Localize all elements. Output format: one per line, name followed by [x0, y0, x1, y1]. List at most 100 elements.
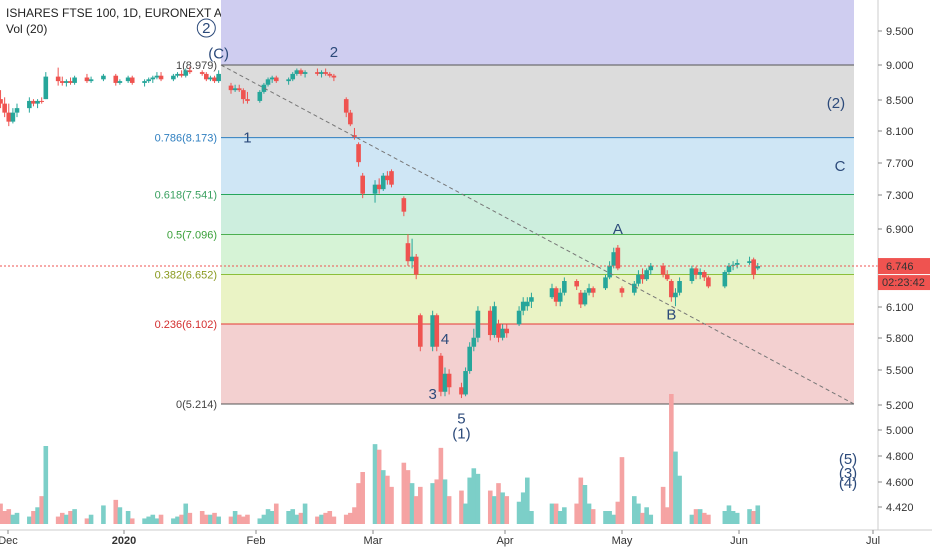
- volume-bar: [216, 516, 221, 524]
- y-tick-label: 6.900: [886, 224, 914, 236]
- volume-bar: [236, 514, 242, 524]
- volume-bar: [27, 516, 32, 524]
- candle-body: [463, 371, 468, 395]
- volume-bar: [747, 509, 752, 524]
- candle-body: [269, 77, 275, 80]
- candle-body: [701, 272, 707, 278]
- price-tag-value: 6.746: [886, 261, 914, 273]
- candle-body: [294, 70, 300, 74]
- volume-bar: [302, 503, 308, 524]
- chart-title: ISHARES FTSE 100, 1D, EURONEXT AMSTERDAM: [6, 6, 291, 20]
- y-tick-label: 5.200: [886, 400, 914, 412]
- candle-body: [286, 79, 291, 82]
- wave-label: 4: [441, 331, 449, 348]
- volume-bar: [187, 512, 193, 524]
- x-tick-label: 2020: [112, 535, 136, 547]
- wave-label: 3: [428, 386, 436, 403]
- candle-body: [660, 265, 666, 275]
- volume-bar: [175, 516, 180, 524]
- wave-circle-marker: [196, 18, 216, 38]
- candle-body: [204, 73, 209, 80]
- x-tick-label: Jul: [866, 535, 880, 547]
- volume-bar: [582, 485, 588, 524]
- candle-body: [125, 77, 131, 82]
- candle-body: [755, 266, 761, 269]
- volume-bar: [475, 473, 481, 524]
- volume-bar: [504, 496, 510, 524]
- candle-body: [553, 288, 559, 302]
- volume-bar: [183, 503, 189, 524]
- volume-bar: [615, 501, 621, 524]
- volume-bar: [689, 514, 695, 524]
- fib-level-label: 1(8.979): [176, 60, 217, 72]
- candle-body: [331, 75, 337, 78]
- volume-bar: [101, 505, 106, 524]
- candle-body: [64, 81, 69, 83]
- volume-bar: [55, 516, 61, 524]
- y-tick-label: 9.500: [886, 26, 914, 38]
- y-tick-label: 4.800: [886, 451, 914, 463]
- volume-bar: [68, 511, 73, 524]
- candle-body: [101, 75, 106, 80]
- fib-level-label: 0.618(7.541): [155, 189, 217, 201]
- wave-label: C: [835, 158, 846, 175]
- volume-bar: [204, 514, 209, 524]
- volume-bar: [257, 518, 263, 524]
- candle-body: [187, 70, 193, 73]
- y-tick-label: 5.800: [886, 333, 914, 345]
- candle-body: [265, 79, 271, 85]
- candle-body: [146, 79, 151, 82]
- candle-body: [245, 99, 250, 101]
- price-axis-panel: [878, 0, 932, 550]
- volume-bar: [2, 511, 7, 524]
- volume-bar: [179, 514, 184, 524]
- wave-corner-label: (5): [839, 451, 857, 468]
- volume-bar: [562, 507, 567, 524]
- volume-bar: [385, 475, 390, 524]
- candle-body: [179, 73, 184, 76]
- candle-body: [113, 75, 119, 83]
- volume-bar: [648, 514, 654, 524]
- fib-top-band: [221, 0, 854, 65]
- candle-body: [648, 265, 654, 271]
- candle-body: [356, 144, 361, 163]
- candle-body: [39, 100, 44, 102]
- candle-body: [434, 315, 440, 347]
- volume-bar: [446, 496, 452, 524]
- volume-bar: [273, 503, 279, 524]
- volume-bar: [520, 492, 526, 524]
- candle-body: [615, 247, 621, 269]
- volume-bar: [706, 514, 711, 524]
- volume-bar: [376, 449, 382, 524]
- candle-body: [212, 77, 217, 82]
- fib-level-label: 0.5(7.096): [167, 230, 217, 242]
- candle-body: [360, 175, 365, 194]
- candle-body: [664, 274, 670, 280]
- volume-bar: [574, 503, 579, 524]
- candle-body: [6, 112, 12, 122]
- candle-body: [496, 324, 501, 338]
- volume-bar: [697, 509, 703, 524]
- candle-body: [500, 328, 505, 338]
- volume-bar: [294, 514, 300, 524]
- candle-body: [492, 306, 497, 336]
- volume-bar: [232, 511, 238, 524]
- fib-level-label: 0.786(8.173): [155, 133, 217, 145]
- candle-body: [59, 81, 65, 83]
- volume-bar: [673, 451, 678, 524]
- candle-body: [644, 270, 649, 280]
- volume-bar: [413, 496, 419, 524]
- candle-body: [175, 73, 180, 76]
- candle-body: [401, 198, 407, 212]
- wave-corner-label: (3): [839, 465, 857, 482]
- volume-bar: [586, 503, 592, 524]
- volume-bar: [726, 505, 732, 524]
- candle-body: [199, 72, 205, 74]
- candle-body: [607, 265, 612, 278]
- volume-bar: [471, 468, 477, 524]
- volume-bar: [434, 479, 440, 524]
- volume-bar: [117, 507, 123, 524]
- candle-body: [582, 292, 588, 305]
- volume-bar: [442, 479, 448, 524]
